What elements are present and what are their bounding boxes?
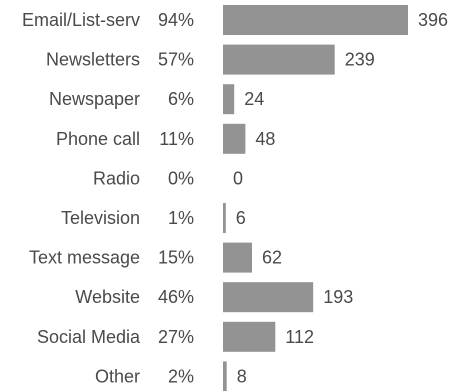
percent-label-email-list-serv: 94% xyxy=(158,10,194,30)
percent-label-social-media: 27% xyxy=(158,327,194,347)
chart-row-newsletters: Newsletters 57% 239 xyxy=(46,44,375,75)
category-label-social-media: Social Media xyxy=(37,327,141,347)
value-label-newsletters: 239 xyxy=(345,50,375,70)
chart-row-website: Website 46% 193 xyxy=(75,282,353,313)
chart-row-radio: Radio 0% 0 xyxy=(93,168,243,188)
value-label-social-media: 112 xyxy=(285,327,314,347)
percent-label-text-message: 15% xyxy=(158,248,194,268)
value-label-text-message: 62 xyxy=(262,248,282,268)
chart-row-television: Television 1% 6 xyxy=(61,203,246,233)
bar-phone-call xyxy=(223,123,246,154)
bar-social-media xyxy=(223,321,276,352)
category-label-email-list-serv: Email/List-serv xyxy=(22,10,140,30)
category-label-text-message: Text message xyxy=(29,248,140,268)
value-label-phone-call: 48 xyxy=(255,129,275,149)
category-label-website: Website xyxy=(75,287,140,307)
percent-label-website: 46% xyxy=(158,287,194,307)
value-label-radio: 0 xyxy=(233,168,243,188)
percent-label-other: 2% xyxy=(168,366,194,386)
bar-other xyxy=(223,361,227,391)
percent-label-phone-call: 11% xyxy=(159,129,194,149)
bar-email-list-serv xyxy=(223,5,408,35)
chart-row-social-media: Social Media 27% 112 xyxy=(37,321,314,352)
bar-text-message xyxy=(223,242,252,273)
value-label-newspaper: 24 xyxy=(244,89,264,109)
value-label-email-list-serv: 396 xyxy=(418,10,448,30)
category-label-radio: Radio xyxy=(93,168,140,188)
value-label-other: 8 xyxy=(237,366,247,386)
category-label-newsletters: Newsletters xyxy=(46,50,140,70)
chart-row-text-message: Text message 15% 62 xyxy=(29,242,282,273)
percent-label-radio: 0% xyxy=(168,168,194,188)
value-label-website: 193 xyxy=(323,287,353,307)
category-label-other: Other xyxy=(95,366,140,386)
category-label-phone-call: Phone call xyxy=(56,129,140,149)
percent-label-newsletters: 57% xyxy=(158,50,194,70)
percent-label-television: 1% xyxy=(168,208,194,228)
value-label-television: 6 xyxy=(236,208,246,228)
bar-website xyxy=(223,282,314,313)
category-label-television: Television xyxy=(61,208,140,228)
category-label-newspaper: Newspaper xyxy=(49,89,140,109)
chart-row-email-list-serv: Email/List-serv 94% 396 xyxy=(22,5,448,35)
chart-row-phone-call: Phone call 11% 48 xyxy=(56,123,275,154)
percent-label-newspaper: 6% xyxy=(168,89,194,109)
bar-newsletters xyxy=(223,44,335,75)
bar-television xyxy=(223,203,226,233)
chart-row-other: Other 2% 8 xyxy=(95,361,247,391)
chart-row-newspaper: Newspaper 6% 24 xyxy=(49,84,264,115)
bar-newspaper xyxy=(223,84,235,115)
